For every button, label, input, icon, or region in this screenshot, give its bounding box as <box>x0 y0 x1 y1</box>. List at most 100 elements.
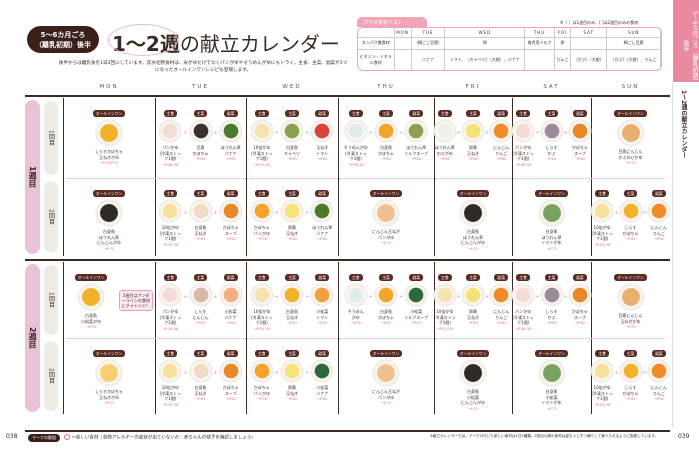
dish-name: 卵黄 玉ねぎ <box>286 225 298 236</box>
page-reference: →P.53,38 <box>253 326 270 331</box>
category-tag: 主菜 <box>544 110 559 117</box>
plus-sign-icon: + <box>614 210 619 216</box>
food-bowl-icon <box>540 120 563 142</box>
food-bowl-icon <box>619 360 642 382</box>
food-bowl-icon <box>540 284 563 306</box>
page-reference: →P.58 <box>256 397 267 401</box>
food-bowl-icon <box>512 284 535 306</box>
page-reference: →P.72 <box>467 406 479 411</box>
category-tag: 主食 <box>595 190 609 197</box>
food-bowl-icon <box>375 120 397 142</box>
page-reference: →P.61 <box>625 237 636 241</box>
dish-name: しらす かぶ <box>545 309 558 320</box>
category-tag: 主食 <box>516 110 530 117</box>
page-reference: →P.61 <box>380 157 392 161</box>
dish-name: ほうれん草 バナナ <box>312 225 333 236</box>
plus-cell <box>524 49 555 70</box>
food-bowl-icon <box>591 360 614 382</box>
day-cell-mon: オールインワン 白身魚 小松菜がゆ →P.72 <box>63 274 155 329</box>
food-bowl-icon <box>96 200 122 226</box>
meal-item: 主菜 白身魚 玉ねぎ →P.61 <box>189 190 213 241</box>
meal-item: 副菜 小松菜 バナナ →P.62 <box>219 274 243 325</box>
dish-name: 白身魚 かぼちゃ <box>378 145 394 156</box>
food-bowl-icon <box>250 120 273 142</box>
plus-cell <box>570 36 608 50</box>
dish-name: 白身魚 小松菜 にんじんがゆ <box>461 389 485 405</box>
page-reference: →P.72 <box>85 325 97 329</box>
plus-row-label: ビタミン・ミネラル食材 <box>358 49 395 70</box>
meal-item: 主食 ほうれん草 のせがゆ →P.62 <box>433 110 456 161</box>
page-reference: →P.61 <box>625 397 636 401</box>
category-tag: オールインワン <box>92 190 126 197</box>
plus-cell: 絹ごし豆腐 <box>606 36 661 50</box>
food-bowl-icon <box>281 360 303 382</box>
page-reference: →P.62 <box>286 397 298 401</box>
category-tag: 主食 <box>255 110 269 117</box>
category-tag: オールインワン <box>92 350 126 357</box>
plus-sign-icon: + <box>485 130 490 136</box>
meal-divider <box>67 178 666 179</box>
food-bowl-icon <box>433 284 456 306</box>
meal-item: 主食 10倍がゆ (冷凍ストック1個) →P.53,38 <box>158 350 182 407</box>
category-tag: 主菜 <box>623 350 638 357</box>
age-badge: 5〜6カ月ごろ （離乳初期）後半 <box>27 26 99 53</box>
dish-name: 10倍がゆ (冷凍ストック1個) <box>434 309 456 325</box>
dish-name: しらす かぼちゃ <box>622 385 639 396</box>
plus-sign-icon: + <box>563 130 568 136</box>
dish-name: ほうれん草 バナナ <box>220 145 241 156</box>
meal-item: 主食 かぼちゃ パンがゆ →P.58 <box>250 190 274 241</box>
dish-name: 10倍がゆ (冷凍ストック1個) <box>159 385 182 401</box>
meal-item: オールインワン 白身魚 ほうれん草 にんじんがゆ →P.72 <box>443 190 503 251</box>
category-tag: 主菜 <box>193 110 208 117</box>
plus-sign-icon: + <box>456 130 461 136</box>
day-cell-thu: 主食 そうめんがゆ (冷凍ストック1個) →P.56,38 + 主菜 白身魚 かぼちゃ →P… <box>338 110 434 167</box>
plus-sign-icon: + <box>563 294 568 300</box>
meal-item: 主食 10倍がゆ (冷凍ストック1個) →P.53,38 <box>250 274 274 331</box>
day-header-sat: SAT <box>543 84 560 90</box>
food-bowl-icon <box>311 120 334 142</box>
meal-item: 副菜 かぼちゃ スープ →P.62 <box>219 350 243 401</box>
food-bowl-icon <box>311 284 334 306</box>
category-tag: 主食 <box>438 110 452 117</box>
category-tag: 主菜 <box>193 274 208 281</box>
plus-cell: りんご <box>554 49 572 70</box>
day-cell-sun: オールインワン 豆腐にんじん かぶのせがゆ →P.72 <box>591 110 670 165</box>
category-tag: オールインワン <box>456 190 490 197</box>
day-cell-mon: オールインワン しらすかぼちゃ 玉ねぎがゆ →P.72 <box>63 350 155 405</box>
meal-item: 主菜 しらす かぶ →P.61 <box>540 274 563 325</box>
meal-item: 主菜 白身魚 かぼちゃ →P.61 <box>374 274 398 325</box>
meal-item: 主食 10倍がゆ (冷凍ストック1個) →P.53,38 <box>158 190 182 247</box>
food-bowl-icon <box>373 360 399 386</box>
plus-sign-icon: + <box>368 130 373 136</box>
category-tag: 主菜 <box>623 190 638 197</box>
plus-sign-icon: + <box>399 294 404 300</box>
food-bowl-icon <box>460 200 486 226</box>
category-tag: オールインワン <box>369 190 403 197</box>
day-header-fri: FRI <box>465 84 481 90</box>
day-header-mon: MON <box>99 84 119 90</box>
category-tag: 主食 <box>163 190 178 197</box>
plus-cell: （かぶ）（大根）、りんご <box>606 49 661 70</box>
food-bowl-icon <box>568 284 591 306</box>
page-reference: →P.61 <box>380 321 392 325</box>
page-reference: →P.58 <box>256 237 267 241</box>
category-tag: 副菜 <box>315 350 329 357</box>
category-tag: オールインワン <box>74 274 108 281</box>
food-bowl-icon <box>617 120 644 146</box>
meal-item: オールインワン 白身魚 ほうれん草 トマトがゆ →P.72 <box>522 190 582 251</box>
category-tag: 主食 <box>516 274 530 281</box>
meal-item: 主食 パンがゆ (冷凍ストック1個) →P.58,38 <box>158 110 182 167</box>
plus-sign-icon: + <box>485 294 490 300</box>
page-reference: →P.62 <box>317 397 328 401</box>
category-tag: 副菜 <box>652 190 666 197</box>
meal-item: オールインワン にんじん玉ねぎ パンがゆ →P.72 <box>356 190 416 245</box>
category-tag: 主食 <box>163 274 178 281</box>
plus-sign-icon: + <box>274 210 279 216</box>
category-tag: 主食 <box>255 350 269 357</box>
dish-name: パンがゆ (冷凍ストック1個) <box>159 309 182 325</box>
intro-text: 後半からは離乳食を1日2回にしています。炭水化物食材は、米がゆだけでなくパンがゆ… <box>58 61 348 73</box>
meal-item: 副菜 かぼちゃ スープ →P.62 <box>568 274 591 325</box>
food-bowl-icon <box>219 284 242 306</box>
meal-item: 主食 10倍がゆ (冷凍ストック1個) →P.53,38 <box>433 274 456 331</box>
food-bowl-icon <box>250 284 273 306</box>
